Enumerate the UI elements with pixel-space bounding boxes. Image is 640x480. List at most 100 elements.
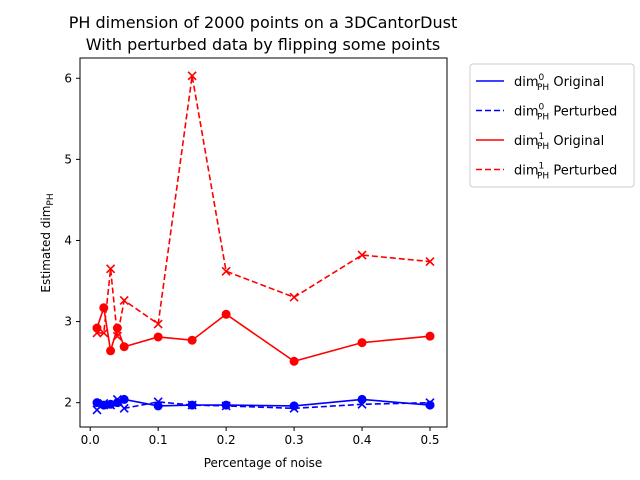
series <box>92 71 435 341</box>
data-point <box>92 398 102 408</box>
data-point <box>289 403 299 413</box>
data-point <box>112 394 122 404</box>
legend-label: dim1 PH Perturbed <box>514 162 617 182</box>
data-point <box>221 309 231 319</box>
x-marker-stroke <box>112 394 122 404</box>
data-point <box>106 264 116 274</box>
data-point <box>112 331 122 341</box>
y-tick-label: 4 <box>64 233 72 247</box>
x-tick-label: 0.5 <box>420 433 439 447</box>
x-marker-stroke <box>221 401 231 411</box>
legend-item: dim0 PH Perturbed <box>476 103 617 123</box>
legend-label-sup: 1 <box>539 162 545 172</box>
series <box>92 394 435 411</box>
legend-label: dim0 PH Original <box>514 73 604 93</box>
axes-frame <box>79 57 448 428</box>
legend-label-sub: PH <box>537 113 549 123</box>
x-marker-stroke <box>92 328 102 338</box>
data-point <box>289 356 299 366</box>
x-marker-stroke <box>119 295 129 306</box>
legend-label-sup: 0 <box>539 73 545 83</box>
series-layer <box>92 71 435 415</box>
data-point <box>106 346 116 356</box>
legend-label: dim1 PH Original <box>514 132 604 152</box>
x-marker-stroke <box>99 328 109 338</box>
data-point <box>99 400 109 410</box>
y-axis-label: Estimated dimPH <box>39 193 56 292</box>
x-marker-stroke <box>187 400 197 410</box>
legend-label-main: dim <box>514 164 539 179</box>
data-point <box>92 323 102 333</box>
legend-label-rest: Perturbed <box>549 164 617 179</box>
data-point <box>357 399 367 409</box>
legend-label-sub: PH <box>537 83 549 93</box>
data-point <box>119 295 129 306</box>
data-point <box>99 328 109 338</box>
x-marker-stroke <box>425 398 435 408</box>
legend-box <box>469 63 635 188</box>
x-tick-label: 0.2 <box>217 433 236 447</box>
data-point <box>153 319 163 329</box>
legend-item: dim1 PH Perturbed <box>476 162 617 182</box>
data-point <box>119 403 129 413</box>
data-point <box>425 256 435 267</box>
legend-item: dim0 PH Original <box>476 73 604 93</box>
legend-label-sub: PH <box>537 142 549 152</box>
series-line <box>96 398 431 411</box>
legend-label-main: dim <box>514 75 539 90</box>
chart-title: PH dimension of 2000 points on a 3DCanto… <box>69 13 458 32</box>
data-point <box>425 398 435 408</box>
x-marker-stroke <box>106 264 116 274</box>
x-tick-label: 0.0 <box>81 433 100 447</box>
data-point <box>425 331 435 341</box>
x-marker-stroke <box>153 397 163 407</box>
legend-label-rest: Original <box>549 134 604 149</box>
x-axis-label: Percentage of noise <box>204 456 323 470</box>
data-point <box>221 401 231 411</box>
legend-label-rest: Original <box>549 75 604 90</box>
legend-label: dim0 PH Perturbed <box>514 103 617 123</box>
data-point <box>92 328 102 338</box>
x-marker-stroke <box>425 256 435 267</box>
legend-item: dim1 PH Original <box>476 132 604 152</box>
x-marker-stroke <box>112 331 122 341</box>
x-tick-label: 0.1 <box>149 433 168 447</box>
legend-label-sub: PH <box>537 172 549 182</box>
x-marker-stroke <box>187 71 197 81</box>
x-marker-stroke <box>357 399 367 409</box>
y-tick-label: 6 <box>64 71 72 85</box>
axis-ticks: 0.0 0.1 0.2 0.3 0.4 0.5 2 3 4 5 6 <box>64 71 439 447</box>
y-axis-label-sub: PH <box>46 193 56 205</box>
data-point <box>221 266 231 276</box>
data-point <box>357 250 367 260</box>
legend-label-sup: 1 <box>539 132 545 142</box>
data-point <box>153 332 163 342</box>
series-line <box>96 75 431 337</box>
data-point <box>187 335 197 345</box>
legend-label-main: dim <box>514 134 539 149</box>
x-marker-stroke <box>99 398 109 409</box>
data-point <box>357 394 367 404</box>
data-point <box>99 398 109 409</box>
chart-subtitle: With perturbed data by flipping some poi… <box>86 35 441 54</box>
data-point <box>425 400 435 410</box>
x-tick-label: 0.3 <box>285 433 304 447</box>
x-tick-label: 0.4 <box>352 433 371 447</box>
data-point <box>119 394 129 404</box>
x-marker-stroke <box>221 266 231 276</box>
series <box>92 394 435 415</box>
legend-label-sup: 0 <box>539 103 545 113</box>
data-point <box>289 292 299 302</box>
x-marker-stroke <box>357 250 367 260</box>
series-line <box>96 398 431 407</box>
x-marker-stroke <box>289 403 299 413</box>
legend-label-rest: Perturbed <box>549 105 617 120</box>
data-point <box>119 342 129 352</box>
y-axis-label-main: Estimated dim <box>39 206 53 293</box>
y-tick-label: 2 <box>64 396 72 410</box>
x-marker-stroke <box>153 319 163 329</box>
data-point <box>112 323 122 333</box>
data-point <box>187 400 197 410</box>
